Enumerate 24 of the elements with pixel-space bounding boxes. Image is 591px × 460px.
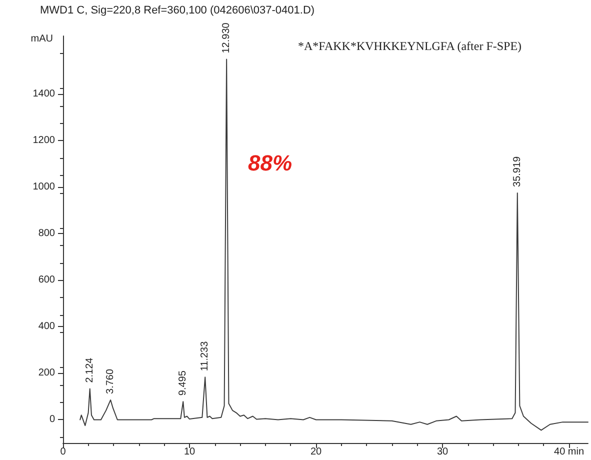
y-tick-label: 1200 bbox=[32, 135, 56, 146]
x-tick-label: 10 bbox=[184, 446, 196, 458]
annotation: 88% bbox=[248, 150, 292, 176]
x-tick-label: 40 min bbox=[554, 446, 584, 458]
annotation: 11.233 bbox=[200, 340, 211, 372]
y-tick-label: 800 bbox=[38, 228, 56, 240]
y-tick-label: 600 bbox=[38, 274, 56, 286]
annotation: *A*FAKK*KVHKKEYNLGFA (after F-SPE) bbox=[298, 39, 522, 53]
x-tick-label: 30 bbox=[436, 446, 449, 458]
annotation: 2.124 bbox=[84, 357, 96, 383]
y-tick-label: 0 bbox=[49, 414, 56, 426]
line-series bbox=[80, 58, 588, 431]
annotation: 3.760 bbox=[105, 368, 116, 394]
y-tick-label: 1000 bbox=[32, 182, 56, 193]
y-tick-label: 1400 bbox=[32, 88, 56, 100]
y-tick-label: 400 bbox=[38, 321, 56, 332]
x-tick-label: 0 bbox=[60, 446, 66, 458]
y-axis-title: mAU bbox=[30, 34, 53, 44]
x-tick-label: 20 bbox=[310, 446, 322, 458]
y-tick-label: 200 bbox=[38, 368, 56, 379]
annotation: 35.919 bbox=[512, 156, 523, 187]
annotation: 12.930 bbox=[221, 22, 232, 54]
annotation: 9.495 bbox=[178, 370, 189, 396]
chart-title: MWD1 C, Sig=220,8 Ref=360,100 (042606\037-0401.D) bbox=[40, 4, 315, 16]
